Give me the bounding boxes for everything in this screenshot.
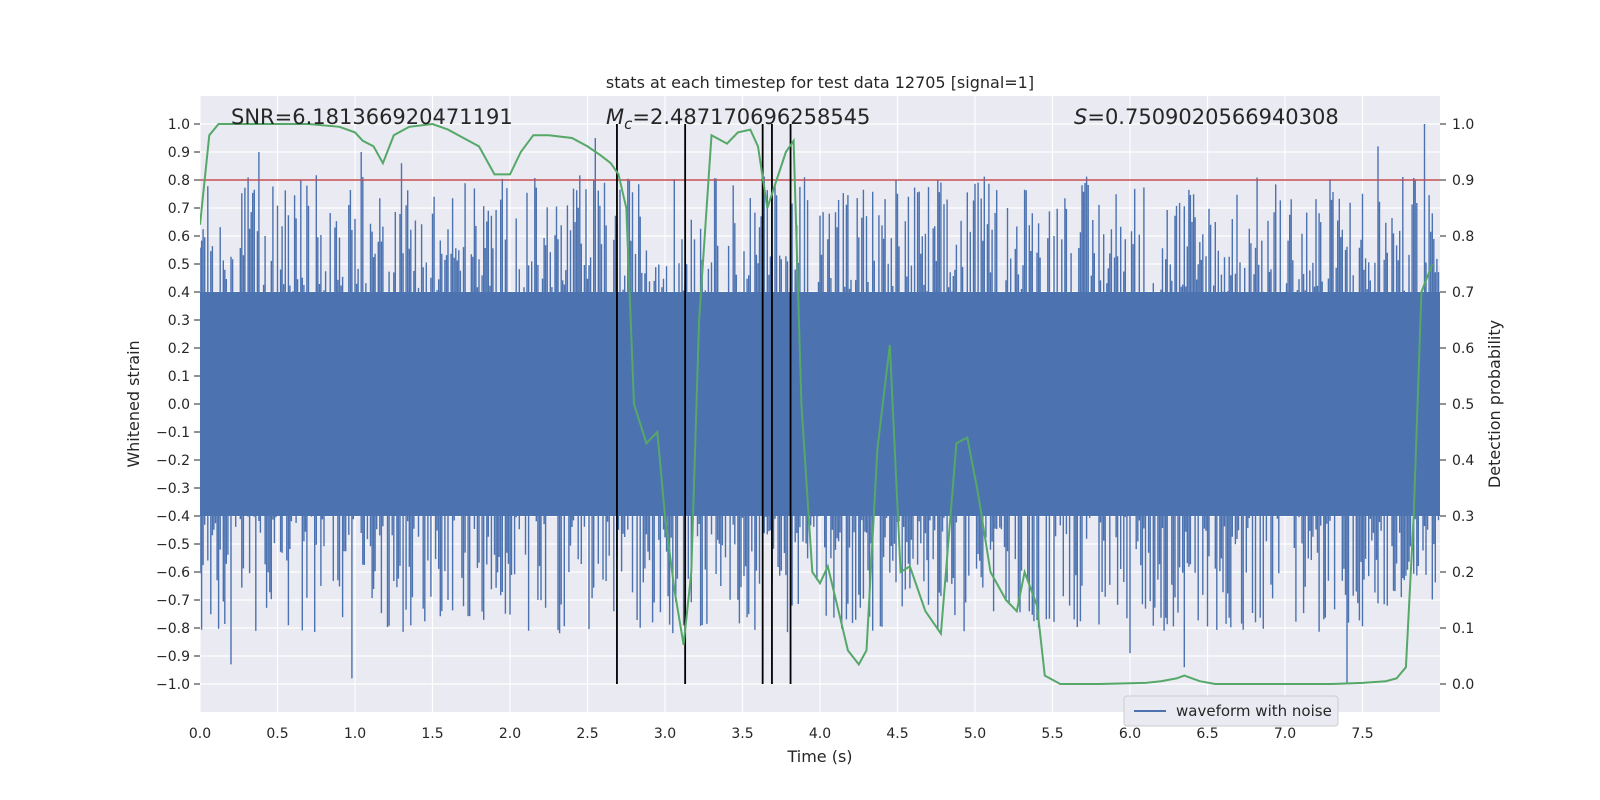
x-tick-label: 3.5: [731, 726, 753, 742]
detection-probability-layer: [200, 122, 1434, 685]
waveform-layer: [200, 124, 1440, 684]
waveform-series: [200, 124, 1440, 684]
y-tick-label: 1.0: [168, 117, 190, 133]
y-tick-label: −0.4: [156, 509, 190, 525]
y-tick-label: −0.6: [156, 565, 190, 581]
y-tick-label: −0.1: [156, 425, 190, 441]
y2-tick-label: 0.4: [1452, 453, 1474, 469]
y-tick-label: 0.5: [168, 257, 190, 273]
x-tick-label: 0.5: [266, 726, 288, 742]
s-annotation: S=0.7509020566940308: [1074, 105, 1339, 129]
x-axis-ticks: 0.0 0.5 1.0 1.5 2.0 2.5 3.0 3.5 4.0 4.5 5.0 5.5 6.0 6…: [189, 726, 1374, 742]
y2-tick-label: 0.9: [1452, 173, 1474, 189]
s-symbol: S: [1074, 105, 1087, 129]
x-tick-label: 4.0: [809, 726, 831, 742]
y-tick-label: −0.2: [156, 453, 190, 469]
y-axis-ticks: −1.0 −0.9 −0.8 −0.7 −0.6 −0.5 −0.4 −0.3 −0.2 −0.1…: [156, 117, 200, 693]
x-tick-label: 2.0: [499, 726, 521, 742]
chirp-mass-symbol: M: [606, 105, 624, 129]
y-tick-label: −0.5: [156, 537, 190, 553]
legend: waveform with noise: [1123, 695, 1339, 727]
y2-tick-label: 1.0: [1452, 117, 1474, 133]
y2-tick-label: 0.5: [1452, 397, 1474, 413]
x-axis-label: Time (s): [786, 747, 852, 766]
vertical-markers: [616, 124, 792, 684]
y2-tick-label: 0.0: [1452, 677, 1474, 693]
y2-tick-label: 0.2: [1452, 565, 1474, 581]
y-tick-label: −0.3: [156, 481, 190, 497]
chirp-mass-subscript: c: [624, 115, 633, 133]
y-tick-label: 0.4: [168, 285, 190, 301]
y2-axis-label: Detection probability: [1485, 320, 1504, 488]
y-tick-label: 0.6: [168, 229, 190, 245]
y2-tick-label: 0.3: [1452, 509, 1474, 525]
y-axis-label: Whitened strain: [124, 340, 143, 467]
x-tick-label: 6.0: [1119, 726, 1141, 742]
y2-tick-label: 0.6: [1452, 341, 1474, 357]
y-tick-label: 0.3: [168, 313, 190, 329]
x-tick-label: 6.5: [1196, 726, 1218, 742]
s-value: =0.7509020566940308: [1087, 105, 1338, 129]
detection-probability-line: [200, 122, 1434, 685]
chart-title: stats at each timestep for test data 127…: [606, 73, 1034, 92]
waveform-line: [200, 124, 1440, 684]
x-tick-label: 5.0: [964, 726, 986, 742]
y-tick-label: −0.8: [156, 621, 190, 637]
y-tick-label: −0.9: [156, 649, 190, 665]
snr-annotation: SNR=6.181366920471191: [231, 105, 513, 129]
x-tick-label: 0.0: [189, 726, 211, 742]
chirp-mass-value: =2.487170696258545: [632, 105, 870, 129]
y-tick-label: −1.0: [156, 677, 190, 693]
x-tick-label: 4.5: [886, 726, 908, 742]
y2-tick-label: 0.7: [1452, 285, 1474, 301]
chirp-mass-annotation: Mc=2.487170696258545: [606, 105, 870, 133]
y2-axis-ticks: 0.0 0.1 0.2 0.3 0.4 0.5 0.6 0.7 0.8 0.9 1.0: [1440, 117, 1474, 693]
y-tick-label: 0.1: [168, 369, 190, 385]
x-tick-label: 3.0: [654, 726, 676, 742]
x-tick-label: 7.5: [1351, 726, 1373, 742]
x-tick-label: 7.0: [1274, 726, 1296, 742]
x-tick-label: 5.5: [1041, 726, 1063, 742]
y-tick-label: 0.8: [168, 173, 190, 189]
x-tick-label: 2.5: [576, 726, 598, 742]
y-tick-label: 0.0: [168, 397, 190, 413]
y-tick-label: 0.2: [168, 341, 190, 357]
y-tick-label: 0.7: [168, 201, 190, 217]
y2-tick-label: 0.8: [1452, 229, 1474, 245]
y-tick-label: 0.9: [168, 145, 190, 161]
y-tick-label: −0.7: [156, 593, 190, 609]
x-tick-label: 1.5: [421, 726, 443, 742]
y2-tick-label: 0.1: [1452, 621, 1474, 637]
legend-label: waveform with noise: [1176, 702, 1332, 720]
x-tick-label: 1.0: [344, 726, 366, 742]
legend-box: [1123, 695, 1339, 727]
